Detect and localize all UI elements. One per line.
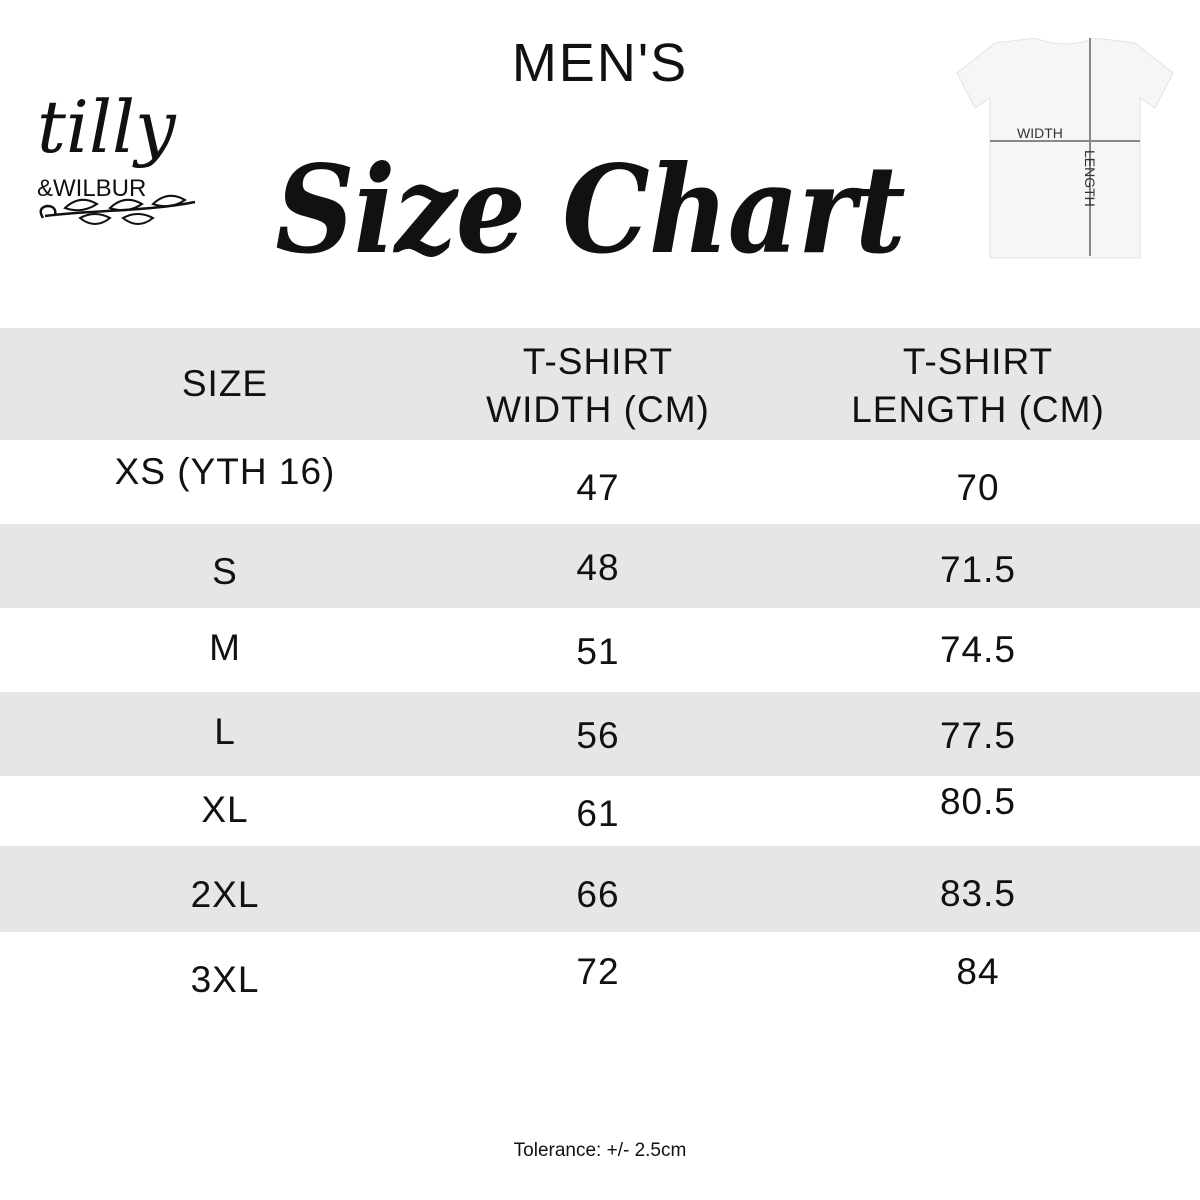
table-row: L 56 77.5: [0, 692, 1200, 776]
svg-text:&WILBUR: &WILBUR: [37, 175, 146, 202]
width-label: WIDTH: [1017, 125, 1063, 141]
table-row: 2XL 66 83.5: [0, 846, 1200, 932]
header-width: T-SHIRT WIDTH (CM): [486, 341, 710, 430]
header-size: SIZE: [181, 363, 269, 404]
table-row: S 48 71.5: [0, 524, 1200, 608]
tolerance-note: Tolerance: +/- 2.5cm: [513, 1140, 687, 1161]
page-title: Size Chart: [275, 138, 906, 281]
table-header: SIZE T-SHIRT WIDTH (CM) T-SHIRT LENGTH (CM…: [0, 328, 1200, 440]
length-label: LENGTH: [1082, 150, 1098, 207]
subtitle: MEN'S: [511, 33, 689, 93]
header-length: T-SHIRT LENGTH (CM): [851, 341, 1105, 430]
table-row: 3XL 72 84: [190, 951, 1000, 1000]
tilly-wilbur-logo: tilly &WILBUR: [37, 85, 196, 225]
table-row: M 51 74.5: [209, 627, 1016, 672]
table-row: XS (YTH 16) 47 70: [114, 451, 1000, 508]
svg-text:tilly: tilly: [37, 85, 177, 169]
size-table: SIZE T-SHIRT WIDTH (CM) T-SHIRT LENGTH (CM…: [0, 328, 1200, 1016]
table-row: XL 61 80.5: [201, 781, 1016, 834]
tshirt-diagram: WIDTH LENGTH: [956, 38, 1174, 259]
